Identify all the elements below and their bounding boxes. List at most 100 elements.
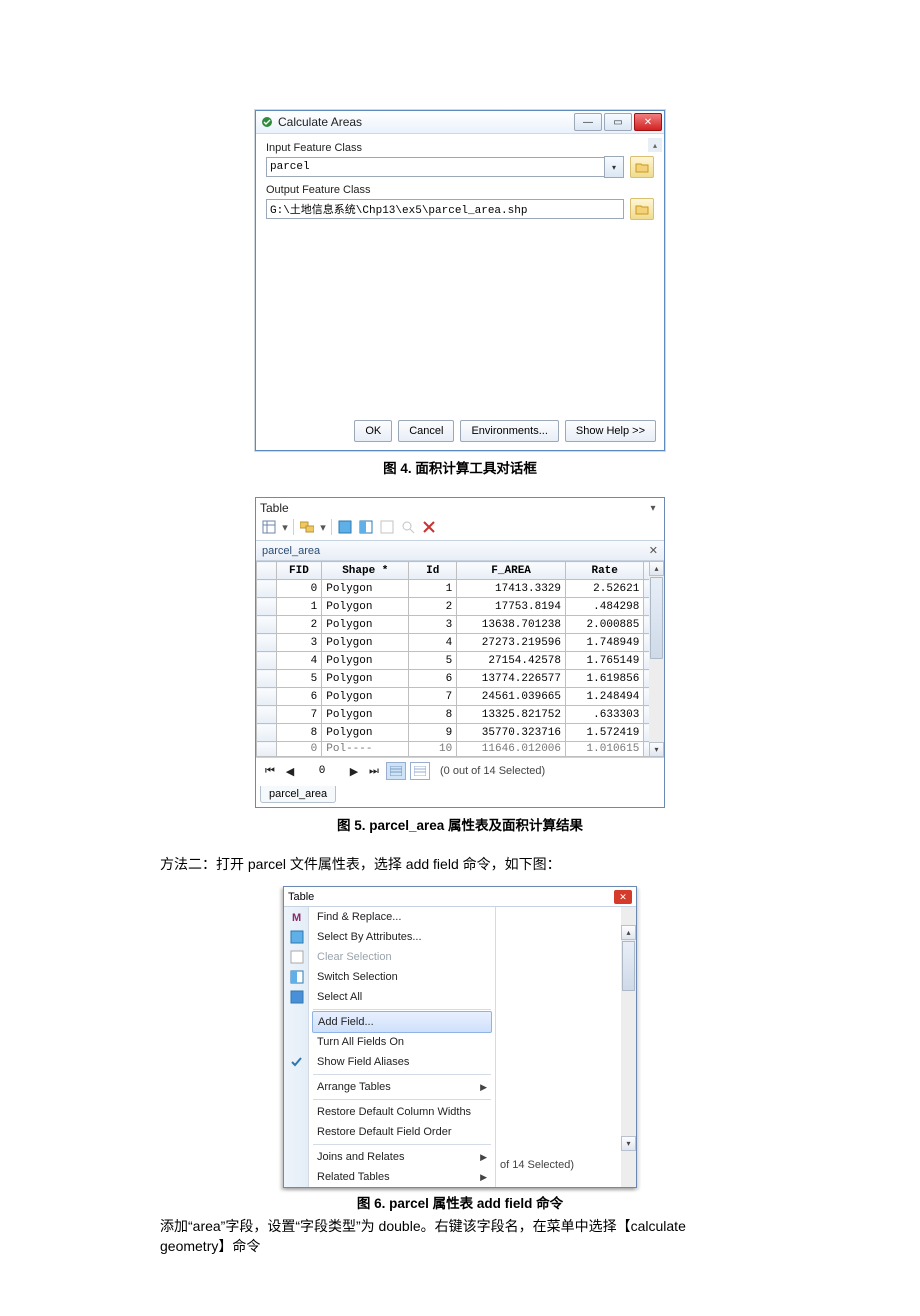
scroll-up-icon[interactable]: ▴ — [648, 138, 662, 152]
first-record-button[interactable]: ⏮ — [262, 763, 278, 779]
menu-item-label: Related Tables — [317, 1171, 390, 1183]
menu-window-title: Table — [288, 891, 314, 903]
table-row[interactable]: 0Pol----1011646.0120061.010615 — [257, 742, 664, 757]
menu-item[interactable]: Restore Default Field Order — [309, 1122, 495, 1142]
submenu-arrow-icon: ▶ — [480, 1172, 487, 1183]
table-row[interactable]: 7Polygon813325.821752.633303 — [257, 706, 664, 724]
dialog-button-row: OK Cancel Environments... Show Help >> — [256, 414, 664, 450]
table-row[interactable]: 4Polygon527154.425781.765149 — [257, 652, 664, 670]
cell: 2.52621 — [566, 580, 644, 598]
show-all-mode[interactable] — [386, 762, 406, 780]
last-record-button[interactable]: ⏭ — [366, 763, 382, 779]
menu-separator — [313, 1074, 491, 1075]
menu-item[interactable]: Joins and Relates▶ — [309, 1147, 495, 1167]
table-row[interactable]: 1Polygon217753.8194.484298 — [257, 598, 664, 616]
menu-item[interactable]: Related Tables ▶ — [309, 1167, 495, 1187]
menu-item[interactable]: Show Field Aliases — [309, 1052, 495, 1072]
dialog-title: Calculate Areas — [278, 115, 572, 129]
column-header[interactable]: Shape * — [322, 562, 409, 580]
menu-close-button[interactable]: ✕ — [614, 890, 632, 904]
cell: Polygon — [322, 652, 409, 670]
scroll-up-arrow[interactable]: ▴ — [649, 561, 664, 576]
ok-button[interactable]: OK — [354, 420, 392, 442]
panel-scroll-down[interactable]: ▾ — [621, 1136, 636, 1151]
table-row[interactable]: 8Polygon935770.3237161.572419 — [257, 724, 664, 742]
table-row[interactable]: 5Polygon613774.2265771.619856 — [257, 670, 664, 688]
menu-item[interactable]: Select By Attributes... — [309, 927, 495, 947]
panel-scroll-thumb[interactable] — [622, 941, 635, 991]
cell: 1.572419 — [566, 724, 644, 742]
column-header[interactable]: FID — [276, 562, 322, 580]
output-feature-field[interactable] — [266, 199, 624, 219]
menu-item-label: Select By Attributes... — [317, 931, 422, 943]
input-dropdown-button[interactable]: ▾ — [604, 156, 624, 178]
menu-item[interactable]: Restore Default Column Widths — [309, 1102, 495, 1122]
dropdown2-icon[interactable]: ▾ — [319, 518, 327, 536]
table-tab[interactable]: parcel_area — [260, 786, 336, 803]
delete-icon[interactable] — [420, 518, 438, 536]
cell: 5 — [276, 670, 322, 688]
panel-scrollbar[interactable]: ▴ ▾ — [621, 907, 636, 1187]
related-tables-icon[interactable] — [298, 518, 316, 536]
panel-scroll-up[interactable]: ▴ — [621, 925, 636, 940]
select-attr-icon — [285, 930, 309, 944]
clear-selection-icon[interactable] — [378, 518, 396, 536]
input-browse-button[interactable] — [630, 156, 654, 178]
menu-item[interactable]: Add Field... — [312, 1011, 492, 1033]
table-window-menu-icon[interactable]: ▾ — [646, 501, 660, 515]
grid-scrollbar[interactable]: ▴ ▾ — [649, 561, 664, 757]
cell: Polygon — [322, 634, 409, 652]
check-icon — [285, 1055, 309, 1069]
cell: 17753.8194 — [457, 598, 566, 616]
figure-5-caption: 图 5. parcel_area 属性表及面积计算结果 — [160, 814, 760, 834]
close-tab-icon[interactable]: ✕ — [649, 544, 658, 557]
cell: Polygon — [322, 688, 409, 706]
menu-item-label: Turn All Fields On — [317, 1036, 404, 1048]
minimize-button[interactable]: — — [574, 113, 602, 131]
cell: 13325.821752 — [457, 706, 566, 724]
switch-selection-icon[interactable] — [357, 518, 375, 536]
cell: Polygon — [322, 724, 409, 742]
cell: 11646.012006 — [457, 742, 566, 757]
paragraph-2-line2: geometry】命令 — [160, 1236, 760, 1256]
menu-item[interactable]: Turn All Fields On — [309, 1032, 495, 1052]
menu-item[interactable]: MFind & Replace... — [309, 907, 495, 927]
menu-item[interactable]: Switch Selection — [309, 967, 495, 987]
column-header[interactable]: Rate — [566, 562, 644, 580]
column-header[interactable]: Id — [409, 562, 457, 580]
show-selected-mode[interactable] — [410, 762, 430, 780]
show-help-button[interactable]: Show Help >> — [565, 420, 656, 442]
input-feature-field[interactable] — [266, 157, 605, 177]
close-button[interactable]: ✕ — [634, 113, 662, 131]
environments-button[interactable]: Environments... — [460, 420, 558, 442]
cell — [257, 742, 277, 757]
cell: 10 — [409, 742, 457, 757]
column-header[interactable]: F_AREA — [457, 562, 566, 580]
table-options-icon[interactable] — [260, 518, 278, 536]
svg-text:M: M — [292, 912, 301, 924]
table-row[interactable]: 0Polygon117413.33292.52621 — [257, 580, 664, 598]
prev-record-button[interactable]: ◀ — [282, 763, 298, 779]
menu-item[interactable]: Select All — [309, 987, 495, 1007]
output-browse-button[interactable] — [630, 198, 654, 220]
scroll-thumb[interactable] — [650, 577, 663, 659]
next-record-button[interactable]: ▶ — [346, 763, 362, 779]
menu-separator — [313, 1144, 491, 1145]
select-by-attr-icon[interactable] — [336, 518, 354, 536]
scroll-down-arrow[interactable]: ▾ — [649, 742, 664, 757]
table-row[interactable]: 6Polygon724561.0396651.248494 — [257, 688, 664, 706]
table-toolbar: ▾ ▾ — [256, 515, 664, 541]
cell: 1 — [409, 580, 457, 598]
column-header[interactable] — [257, 562, 277, 580]
cell: 4 — [409, 634, 457, 652]
table-row[interactable]: 3Polygon427273.2195961.748949 — [257, 634, 664, 652]
zoom-selection-icon[interactable] — [399, 518, 417, 536]
menu-item[interactable]: Arrange Tables▶ — [309, 1077, 495, 1097]
separator — [293, 519, 294, 535]
maximize-button[interactable]: ▭ — [604, 113, 632, 131]
cell: 27273.219596 — [457, 634, 566, 652]
record-number[interactable]: 0 — [302, 765, 342, 777]
table-row[interactable]: 2Polygon313638.7012382.000885 — [257, 616, 664, 634]
cancel-button[interactable]: Cancel — [398, 420, 454, 442]
dropdown-icon[interactable]: ▾ — [281, 518, 289, 536]
